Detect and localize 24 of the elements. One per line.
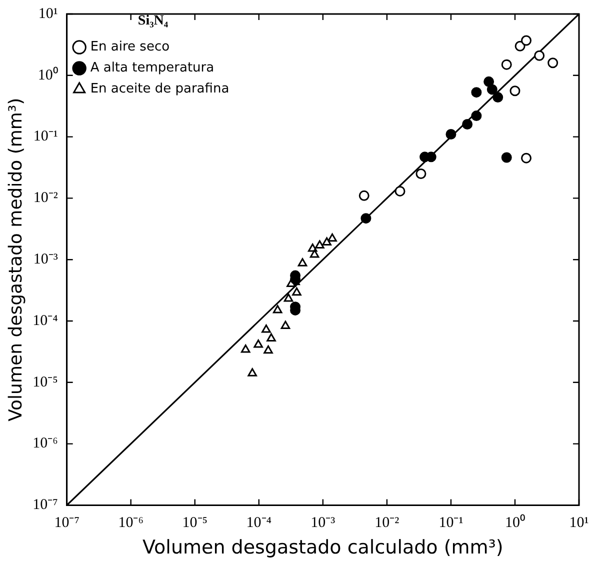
x-tick-label: 10⁻² (374, 515, 400, 532)
x-axis-title: Volumen desgastado calculado (mm³) (142, 536, 504, 559)
x-tick-label: 10⁻³ (310, 515, 336, 532)
y-tick-label: 10⁻⁷ (32, 497, 58, 514)
x-tick-label: 10⁻⁶ (118, 515, 144, 532)
legend-label: En aceite de parafina (90, 82, 230, 97)
x-tick-label: 10⁻⁷ (54, 515, 80, 532)
y-tick-label: 10⁻⁴ (32, 312, 58, 329)
y-tick-label: 10⁰ (38, 66, 58, 84)
x-tick-label: 10¹ (569, 515, 589, 532)
y-axis-title: Volumen desgastado medido (mm³) (5, 98, 26, 422)
y-tick-label: 10⁻⁵ (32, 374, 58, 390)
x-tick-label: 10⁻⁴ (246, 515, 272, 532)
y-tick-label: 10¹ (38, 6, 58, 22)
legend-label: A alta temperatura (90, 60, 214, 76)
y-tick-label: 10⁻¹ (33, 128, 58, 145)
legend-label: En aire seco (90, 40, 170, 55)
legend-title: Si₃N₄ (138, 14, 169, 29)
x-tick-label: 10⁻⁵ (182, 515, 208, 532)
y-tick-label: 10⁻³ (33, 252, 58, 268)
x-tick-label: 10⁻¹ (438, 515, 464, 532)
y-tick-label: 10⁻² (33, 190, 58, 206)
y-tick-label: 10⁻⁶ (32, 436, 58, 452)
x-tick-label: 10⁰ (504, 514, 525, 532)
